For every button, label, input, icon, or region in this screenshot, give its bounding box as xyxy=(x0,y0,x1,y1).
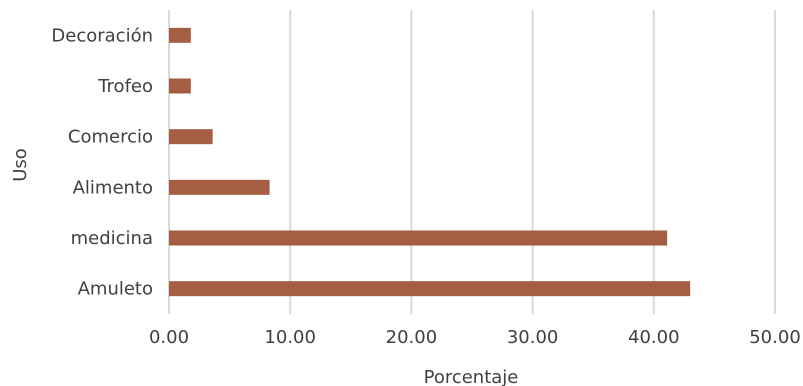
gridlines xyxy=(168,10,776,314)
category-label: Alimento xyxy=(73,177,153,198)
bar xyxy=(169,27,191,43)
bar xyxy=(169,78,191,94)
bar xyxy=(169,179,270,195)
x-tick-label: 20.00 xyxy=(386,327,438,348)
bars xyxy=(169,27,691,297)
x-tick-labels: 0.00 10.00 20.00 30.00 40.00 50.00 xyxy=(149,327,801,348)
category-label: medicina xyxy=(71,228,153,249)
x-tick-label: 0.00 xyxy=(149,327,189,348)
bar xyxy=(169,129,213,145)
category-labels: Decoración Trofeo Comercio Alimento medicina… xyxy=(51,25,153,299)
x-tick-label: 30.00 xyxy=(507,327,559,348)
category-label: Comercio xyxy=(68,127,153,148)
bar xyxy=(169,230,668,246)
x-tick-label: 10.00 xyxy=(264,327,316,348)
bar xyxy=(169,281,691,297)
x-tick-label: 50.00 xyxy=(749,327,801,348)
category-label: Amuleto xyxy=(78,279,153,300)
category-label: Decoración xyxy=(51,25,153,46)
y-axis-title: Uso xyxy=(10,148,31,182)
category-label: Trofeo xyxy=(97,76,153,97)
x-tick-label: 40.00 xyxy=(628,327,680,348)
x-axis-title: Porcentaje xyxy=(424,367,519,386)
